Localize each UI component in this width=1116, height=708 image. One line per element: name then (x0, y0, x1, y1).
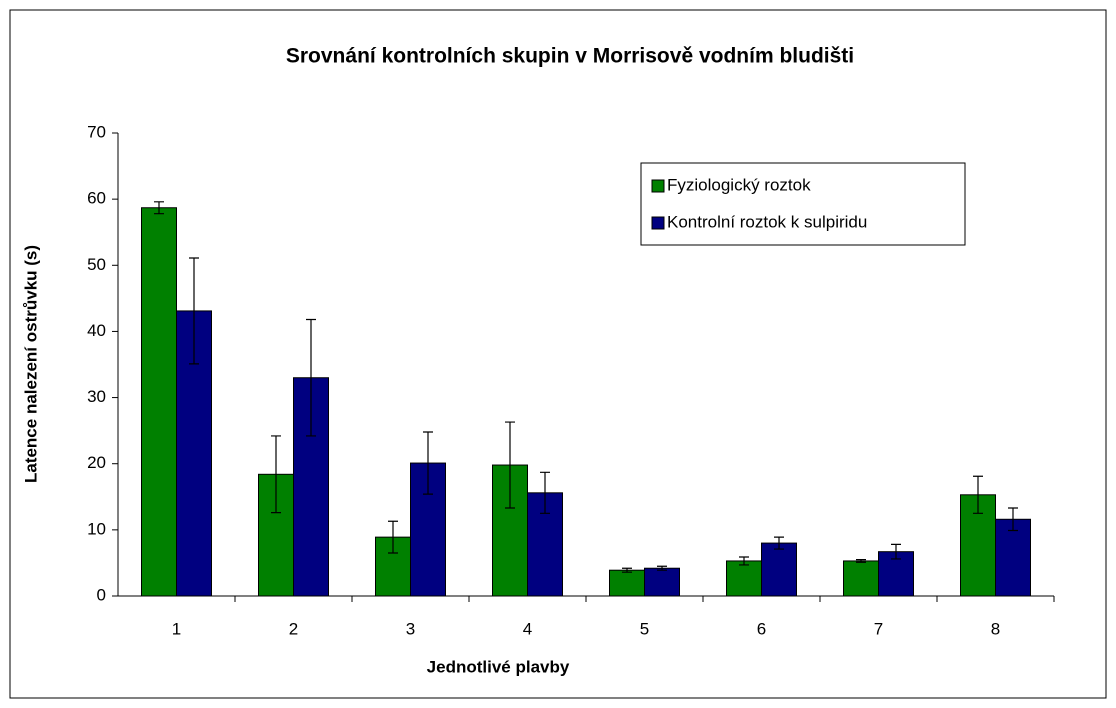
error-bar (622, 567, 632, 573)
error-bar (891, 543, 901, 560)
y-tick-label: 30 (87, 387, 106, 406)
legend-box (640, 162, 966, 246)
error-bar (973, 475, 983, 514)
y-tick-label: 10 (87, 519, 106, 538)
bar (644, 567, 680, 597)
x-tick-label: 6 (757, 619, 766, 638)
x-tick-label: 1 (172, 619, 181, 638)
error-bar (540, 471, 550, 514)
error-bar (189, 257, 199, 365)
error-bar (271, 435, 281, 514)
error-bar (1008, 507, 1018, 532)
error-bar (423, 431, 433, 495)
error-bar (306, 318, 316, 437)
bar (761, 542, 797, 597)
x-tick-label: 5 (640, 619, 649, 638)
y-tick-label: 70 (87, 122, 106, 141)
legend-label: Fyziologický roztok (667, 175, 811, 194)
chart-title: Srovnání kontrolních skupin v Morrisově … (286, 45, 854, 68)
x-tick-label: 4 (523, 619, 532, 638)
legend-label: Kontrolní roztok k sulpiridu (667, 212, 867, 231)
error-bar (856, 559, 866, 563)
bar (609, 569, 645, 597)
x-tick-label: 2 (289, 619, 298, 638)
legend-swatch (651, 179, 665, 193)
x-tick-label: 7 (874, 619, 883, 638)
x-tick-label: 8 (991, 619, 1000, 638)
bar (141, 207, 177, 597)
y-tick-label: 60 (87, 189, 106, 208)
error-bar (739, 556, 749, 566)
error-bar (657, 565, 667, 571)
x-tick-label: 3 (406, 619, 415, 638)
bar (726, 560, 762, 597)
error-bar (774, 536, 784, 550)
error-bar (388, 520, 398, 554)
y-axis-label: Latence nalezení ostrůvku (s) (21, 245, 40, 483)
y-tick-label: 0 (97, 585, 106, 604)
legend-swatch (651, 216, 665, 230)
y-tick-label: 50 (87, 255, 106, 274)
error-bar (505, 421, 515, 509)
x-axis-label: Jednotlivé plavby (427, 657, 570, 676)
error-bar (154, 201, 164, 215)
y-tick-label: 40 (87, 321, 106, 340)
bar (843, 560, 879, 597)
y-tick-label: 20 (87, 453, 106, 472)
